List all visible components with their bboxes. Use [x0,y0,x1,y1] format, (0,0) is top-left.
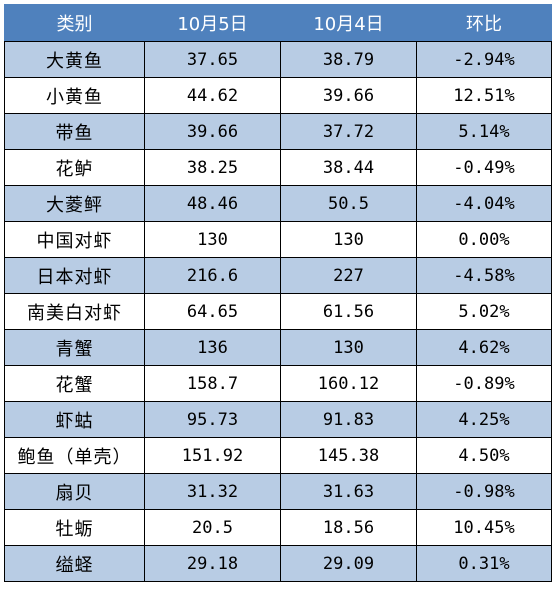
cell-change: -4.58% [416,257,552,294]
table-body: 大黄鱼 37.65 38.79 -2.94% 小黄鱼 44.62 39.66 12.51% 带鱼… [4,41,552,582]
cell-change: 4.62% [416,329,552,366]
cell-category: 扇贝 [4,473,145,510]
cell-category: 鲍鱼（单壳） [4,437,145,474]
cell-change: 4.50% [416,437,552,474]
cell-oct5: 48.46 [144,185,281,222]
cell-oct5: 20.5 [144,509,281,546]
header-oct5: 10月5日 [144,4,281,42]
cell-change: 5.02% [416,293,552,330]
cell-oct4: 37.72 [280,113,417,150]
cell-oct4: 145.38 [280,437,417,474]
table-row: 中国对虾 130 130 0.00% [4,221,552,258]
table-row: 大黄鱼 37.65 38.79 -2.94% [4,41,552,78]
table-row: 小黄鱼 44.62 39.66 12.51% [4,77,552,114]
header-change: 环比 [416,4,552,42]
cell-oct5: 158.7 [144,365,281,402]
header-row: 类别 10月5日 10月4日 环比 [4,4,552,42]
cell-oct4: 38.44 [280,149,417,186]
cell-oct4: 160.12 [280,365,417,402]
cell-oct5: 31.32 [144,473,281,510]
cell-category: 大菱鲆 [4,185,145,222]
cell-oct5: 130 [144,221,281,258]
cell-oct5: 37.65 [144,41,281,78]
table-row: 青蟹 136 130 4.62% [4,329,552,366]
table-row: 鲍鱼（单壳） 151.92 145.38 4.50% [4,437,552,474]
cell-oct5: 151.92 [144,437,281,474]
table-row: 缢蛏 29.18 29.09 0.31% [4,545,552,582]
cell-oct5: 44.62 [144,77,281,114]
table-row: 花蟹 158.7 160.12 -0.89% [4,365,552,402]
price-table-container: 类别 10月5日 10月4日 环比 大黄鱼 37.65 38.79 -2.94% 小黄鱼… [4,4,552,582]
cell-category: 缢蛏 [4,545,145,582]
table-header: 类别 10月5日 10月4日 环比 [4,4,552,42]
header-category: 类别 [4,4,145,42]
cell-change: 10.45% [416,509,552,546]
cell-oct4: 61.56 [280,293,417,330]
table-row: 牡蛎 20.5 18.56 10.45% [4,509,552,546]
cell-category: 虾蛄 [4,401,145,438]
cell-oct4: 130 [280,329,417,366]
cell-oct4: 18.56 [280,509,417,546]
cell-category: 中国对虾 [4,221,145,258]
table-row: 南美白对虾 64.65 61.56 5.02% [4,293,552,330]
cell-oct5: 95.73 [144,401,281,438]
cell-change: 0.31% [416,545,552,582]
cell-category: 花鲈 [4,149,145,186]
cell-change: -0.49% [416,149,552,186]
table-row: 扇贝 31.32 31.63 -0.98% [4,473,552,510]
cell-oct4: 38.79 [280,41,417,78]
cell-category: 南美白对虾 [4,293,145,330]
cell-change: -0.89% [416,365,552,402]
cell-oct4: 227 [280,257,417,294]
table-row: 花鲈 38.25 38.44 -0.49% [4,149,552,186]
cell-oct4: 39.66 [280,77,417,114]
cell-oct4: 130 [280,221,417,258]
table-row: 虾蛄 95.73 91.83 4.25% [4,401,552,438]
cell-oct5: 216.6 [144,257,281,294]
cell-change: 4.25% [416,401,552,438]
price-table: 类别 10月5日 10月4日 环比 大黄鱼 37.65 38.79 -2.94% 小黄鱼… [4,4,552,582]
cell-category: 带鱼 [4,113,145,150]
table-row: 日本对虾 216.6 227 -4.58% [4,257,552,294]
cell-oct5: 29.18 [144,545,281,582]
cell-oct4: 31.63 [280,473,417,510]
cell-oct4: 50.5 [280,185,417,222]
cell-change: 12.51% [416,77,552,114]
cell-change: -4.04% [416,185,552,222]
cell-oct5: 39.66 [144,113,281,150]
cell-oct4: 91.83 [280,401,417,438]
cell-category: 大黄鱼 [4,41,145,78]
cell-change: 5.14% [416,113,552,150]
cell-oct5: 136 [144,329,281,366]
cell-change: -2.94% [416,41,552,78]
table-row: 带鱼 39.66 37.72 5.14% [4,113,552,150]
cell-change: 0.00% [416,221,552,258]
cell-category: 花蟹 [4,365,145,402]
table-row: 大菱鲆 48.46 50.5 -4.04% [4,185,552,222]
cell-category: 牡蛎 [4,509,145,546]
cell-category: 日本对虾 [4,257,145,294]
cell-oct5: 38.25 [144,149,281,186]
cell-category: 小黄鱼 [4,77,145,114]
cell-oct5: 64.65 [144,293,281,330]
cell-oct4: 29.09 [280,545,417,582]
header-oct4: 10月4日 [280,4,417,42]
cell-change: -0.98% [416,473,552,510]
cell-category: 青蟹 [4,329,145,366]
